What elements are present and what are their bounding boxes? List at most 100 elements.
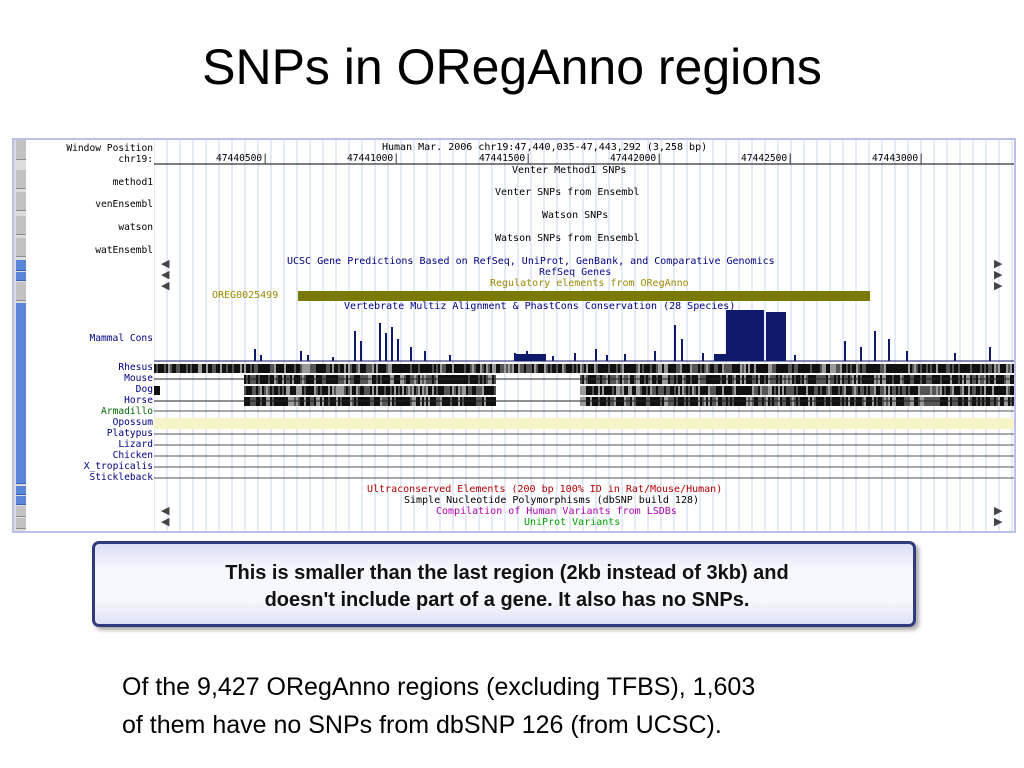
- track-label-mammal-cons[interactable]: Mammal Cons: [89, 333, 153, 344]
- rhesus-alignment: [838, 364, 840, 373]
- rhesus-alignment: [784, 364, 786, 373]
- rhesus-alignment: [1012, 364, 1014, 373]
- scroll-left-icon[interactable]: ◀ ◀ ◀: [161, 257, 170, 292]
- rhesus-alignment: [718, 364, 720, 373]
- track-label-watson[interactable]: watson: [118, 222, 153, 233]
- dog-alignment: [580, 386, 582, 395]
- rhesus-alignment: [616, 364, 618, 373]
- rhesus-alignment: [504, 364, 506, 373]
- rhesus-alignment: [388, 364, 390, 373]
- rhesus-alignment: [180, 364, 182, 373]
- rhesus-alignment: [354, 364, 356, 373]
- dog-alignment: [346, 386, 348, 395]
- rhesus-alignment: [190, 364, 192, 373]
- rhesus-alignment: [864, 364, 866, 373]
- rhesus-alignment: [280, 364, 282, 373]
- rhesus-alignment: [510, 364, 512, 373]
- rhesus-alignment: [924, 364, 926, 373]
- dog-alignment: [308, 386, 310, 395]
- rhesus-alignment: [384, 364, 386, 373]
- rhesus-alignment: [316, 364, 318, 373]
- track-title-venter-ensembl: Venter SNPs from Ensembl: [495, 187, 640, 198]
- dog-alignment: [264, 386, 266, 395]
- rhesus-alignment: [508, 364, 510, 373]
- dog-alignment: [684, 386, 686, 395]
- rhesus-alignment: [762, 364, 764, 373]
- rhesus-alignment: [946, 364, 948, 373]
- dog-alignment: [490, 386, 492, 395]
- rhesus-alignment: [814, 364, 816, 373]
- rhesus-alignment: [434, 364, 436, 373]
- rhesus-alignment: [338, 364, 340, 373]
- rhesus-alignment: [676, 364, 678, 373]
- dog-alignment: [936, 386, 938, 395]
- dog-alignment: [728, 386, 730, 395]
- scroll-right-icon[interactable]: ▶ ▶ ▶: [994, 257, 1003, 292]
- dog-alignment: [662, 386, 664, 395]
- dog-alignment: [360, 386, 362, 395]
- track-label-method1[interactable]: method1: [112, 177, 153, 188]
- dog-alignment: [974, 386, 976, 395]
- dog-alignment: [872, 386, 874, 395]
- rhesus-alignment: [286, 364, 288, 373]
- dog-alignment: [976, 386, 978, 395]
- rhesus-alignment: [1008, 364, 1010, 373]
- dog-alignment: [304, 386, 306, 395]
- rhesus-alignment: [606, 364, 608, 373]
- rhesus-alignment: [552, 364, 554, 373]
- dog-alignment: [854, 386, 856, 395]
- rhesus-alignment: [954, 364, 956, 373]
- rhesus-alignment: [728, 364, 730, 373]
- dog-alignment: [320, 386, 322, 395]
- dog-alignment: [656, 386, 658, 395]
- rhesus-alignment: [708, 364, 710, 373]
- dog-alignment: [888, 386, 890, 395]
- dog-alignment: [802, 386, 804, 395]
- track-label-venensembl[interactable]: venEnsembl: [95, 199, 153, 210]
- dog-alignment: [970, 386, 972, 395]
- scroll-right-icon-bottom[interactable]: ▶ ▶: [994, 504, 1003, 528]
- rhesus-alignment: [772, 364, 774, 373]
- dog-alignment: [674, 386, 676, 395]
- dog-alignment: [816, 386, 818, 395]
- rhesus-alignment: [804, 364, 806, 373]
- track-display[interactable]: Human Mar. 2006 chr19:47,440,035-47,443,…: [154, 140, 1014, 531]
- dog-alignment: [906, 386, 908, 395]
- track-label-watensembl[interactable]: watEnsembl: [95, 245, 153, 256]
- dog-alignment: [382, 386, 384, 395]
- dog-alignment: [724, 386, 726, 395]
- dog-alignment: [294, 386, 296, 395]
- rhesus-alignment: [246, 364, 248, 373]
- scroll-left-icon-bottom[interactable]: ◀ ◀: [161, 504, 170, 528]
- rhesus-alignment: [766, 364, 768, 373]
- dog-alignment: [272, 386, 274, 395]
- track-title-lsdb: Compilation of Human Variants from LSDBs: [436, 506, 677, 517]
- rhesus-alignment: [306, 364, 308, 373]
- rhesus-alignment: [902, 364, 904, 373]
- dog-alignment: [928, 386, 930, 395]
- dog-alignment: [946, 386, 948, 395]
- rhesus-alignment: [450, 364, 452, 373]
- dog-alignment: [260, 386, 262, 395]
- dog-alignment: [918, 386, 920, 395]
- dog-alignment: [396, 386, 398, 395]
- rhesus-alignment: [592, 364, 594, 373]
- rhesus-alignment: [342, 364, 344, 373]
- rhesus-alignment: [566, 364, 568, 373]
- conservation-peak: [860, 347, 862, 361]
- dog-alignment: [844, 386, 846, 395]
- dog-alignment: [764, 386, 766, 395]
- dog-alignment: [408, 386, 410, 395]
- dog-alignment: [276, 386, 278, 395]
- rhesus-alignment: [994, 364, 996, 373]
- dog-alignment: [962, 386, 964, 395]
- rhesus-alignment: [782, 364, 784, 373]
- rhesus-alignment: [474, 364, 476, 373]
- rhesus-alignment: [956, 364, 958, 373]
- rhesus-alignment: [934, 364, 936, 373]
- rhesus-alignment: [620, 364, 622, 373]
- rhesus-alignment: [926, 364, 928, 373]
- rhesus-alignment: [840, 364, 842, 373]
- oreganno-item-label[interactable]: OREG0025499: [212, 290, 279, 301]
- rhesus-alignment: [454, 364, 456, 373]
